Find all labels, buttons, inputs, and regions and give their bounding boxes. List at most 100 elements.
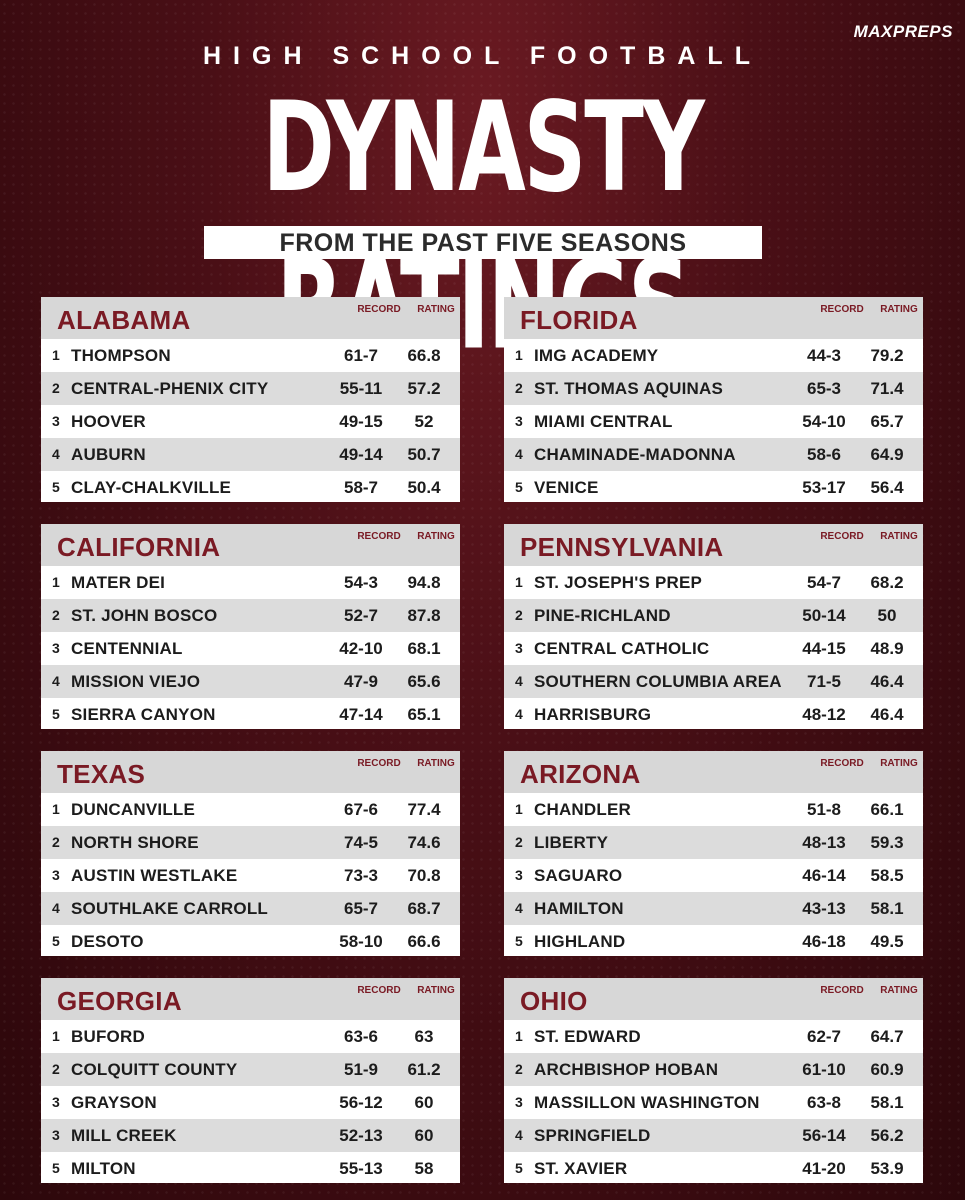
rank: 1 xyxy=(515,574,523,590)
rank: 3 xyxy=(515,1094,523,1110)
table-row: 1 MATER DEI 54-3 94.8 xyxy=(41,566,460,599)
table-row: 5 DESOTO 58-10 66.6 xyxy=(41,925,460,958)
table-row: 1 DUNCANVILLE 67-6 77.4 xyxy=(41,793,460,826)
table-row: 4 AUBURN 49-14 50.7 xyxy=(41,438,460,471)
table-row: 4 HARRISBURG 48-12 46.4 xyxy=(504,698,923,731)
record-value: 61-7 xyxy=(343,346,379,365)
state-panel-alabama: ALABAMA RECORD RATING 1 THOMPSON 61-7 66.8 2 CEN… xyxy=(41,297,460,502)
record-column-header: RECORD xyxy=(357,758,401,769)
school-name: ST. EDWARD xyxy=(534,1027,641,1046)
school-name: CENTRAL CATHOLIC xyxy=(534,639,710,658)
rank: 4 xyxy=(52,673,60,689)
state-name: TEXAS xyxy=(57,759,146,789)
rating-value: 50.4 xyxy=(407,478,441,497)
rank: 3 xyxy=(52,1094,60,1110)
record-value: 65-7 xyxy=(343,899,379,918)
school-name: VENICE xyxy=(534,478,599,497)
rank: 1 xyxy=(52,347,60,363)
school-name: MASSILLON WASHINGTON xyxy=(534,1093,760,1112)
rating-column-header: RATING xyxy=(880,304,918,315)
rating-column-header: RATING xyxy=(417,304,455,315)
rank: 4 xyxy=(52,446,60,462)
state-name: ARIZONA xyxy=(520,759,641,789)
state-panel-ohio: OHIO RECORD RATING 1 ST. EDWARD 62-7 64.7 2 ARCH… xyxy=(504,978,923,1183)
rank: 4 xyxy=(515,706,523,722)
rating-value: 58.1 xyxy=(870,899,904,918)
school-name: DUNCANVILLE xyxy=(71,800,196,819)
table-row: 1 BUFORD 63-6 63 xyxy=(41,1020,460,1053)
school-name: CENTRAL-PHENIX CITY xyxy=(71,379,269,398)
table-row: 3 CENTENNIAL 42-10 68.1 xyxy=(41,632,460,665)
table-row: 4 CHAMINADE-MADONNA 58-6 64.9 xyxy=(504,438,923,471)
school-name: CHAMINADE-MADONNA xyxy=(534,445,736,464)
rank: 2 xyxy=(52,380,60,396)
table-row: 5 ST. XAVIER 41-20 53.9 xyxy=(504,1152,923,1185)
rating-column-header: RATING xyxy=(417,758,455,769)
rating-column-header: RATING xyxy=(880,531,918,542)
school-name: DESOTO xyxy=(71,932,144,951)
rank: 3 xyxy=(515,413,523,429)
rating-value: 48.9 xyxy=(870,639,904,658)
rating-column-header: RATING xyxy=(880,758,918,769)
school-name: THOMPSON xyxy=(71,346,171,365)
rating-value: 63 xyxy=(414,1027,434,1046)
rating-value: 50 xyxy=(877,606,897,625)
record-value: 42-10 xyxy=(339,639,383,658)
rating-value: 68.7 xyxy=(407,899,441,918)
school-name: SPRINGFIELD xyxy=(534,1126,651,1145)
rating-value: 79.2 xyxy=(870,346,904,365)
state-name: ALABAMA xyxy=(57,305,191,335)
table-row: 1 IMG ACADEMY 44-3 79.2 xyxy=(504,339,923,372)
rank: 4 xyxy=(515,673,523,689)
record-value: 65-3 xyxy=(806,379,842,398)
record-value: 49-14 xyxy=(339,445,383,464)
school-name: HAMILTON xyxy=(534,899,624,918)
rating-value: 60.9 xyxy=(870,1060,904,1079)
table-row: 3 CENTRAL CATHOLIC 44-15 48.9 xyxy=(504,632,923,665)
record-value: 46-18 xyxy=(802,932,846,951)
rating-value: 65.1 xyxy=(407,705,441,724)
rating-value: 66.1 xyxy=(870,800,904,819)
record-value: 54-7 xyxy=(806,573,842,592)
table-row: 1 ST. EDWARD 62-7 64.7 xyxy=(504,1020,923,1053)
school-name: SIERRA CANYON xyxy=(71,705,216,724)
record-value: 49-15 xyxy=(339,412,383,431)
rank: 1 xyxy=(515,801,523,817)
rank: 4 xyxy=(515,446,523,462)
record-value: 55-11 xyxy=(339,379,383,398)
record-column-header: RECORD xyxy=(357,304,401,315)
rank: 5 xyxy=(52,706,60,722)
school-name: SOUTHLAKE CARROLL xyxy=(71,899,268,918)
rank: 5 xyxy=(52,933,60,949)
school-name: NORTH SHORE xyxy=(71,833,199,852)
table-row: 3 HOOVER 49-15 52 xyxy=(41,405,460,438)
table-row: 4 HAMILTON 43-13 58.1 xyxy=(504,892,923,925)
school-name: GRAYSON xyxy=(71,1093,157,1112)
school-name: MILL CREEK xyxy=(71,1126,177,1145)
record-value: 54-3 xyxy=(343,573,379,592)
rating-value: 53.9 xyxy=(870,1159,904,1178)
table-row: 3 GRAYSON 56-12 60 xyxy=(41,1086,460,1119)
rank: 3 xyxy=(515,867,523,883)
table-row: 3 MIAMI CENTRAL 54-10 65.7 xyxy=(504,405,923,438)
record-value: 51-8 xyxy=(806,800,842,819)
rating-value: 52 xyxy=(414,412,434,431)
state-name: GEORGIA xyxy=(57,986,182,1016)
maxpreps-logo: MAXPREPS xyxy=(853,22,953,41)
school-name: SAGUARO xyxy=(534,866,623,885)
state-panel-arizona: ARIZONA RECORD RATING 1 CHANDLER 51-8 66.1 2 LIB… xyxy=(504,751,923,956)
rank: 1 xyxy=(515,1028,523,1044)
state-name: CALIFORNIA xyxy=(57,532,221,562)
table-row: 4 MISSION VIEJO 47-9 65.6 xyxy=(41,665,460,698)
rank: 5 xyxy=(52,1160,60,1176)
table-row: 5 SIERRA CANYON 47-14 65.1 xyxy=(41,698,460,731)
record-value: 48-12 xyxy=(802,705,846,724)
school-name: CLAY-CHALKVILLE xyxy=(71,478,232,497)
table-row: 5 MILTON 55-13 58 xyxy=(41,1152,460,1185)
rank: 5 xyxy=(515,1160,523,1176)
school-name: LIBERTY xyxy=(534,833,609,852)
rating-column-header: RATING xyxy=(880,985,918,996)
rank: 2 xyxy=(515,1061,523,1077)
record-value: 62-7 xyxy=(806,1027,842,1046)
rating-value: 64.7 xyxy=(870,1027,904,1046)
